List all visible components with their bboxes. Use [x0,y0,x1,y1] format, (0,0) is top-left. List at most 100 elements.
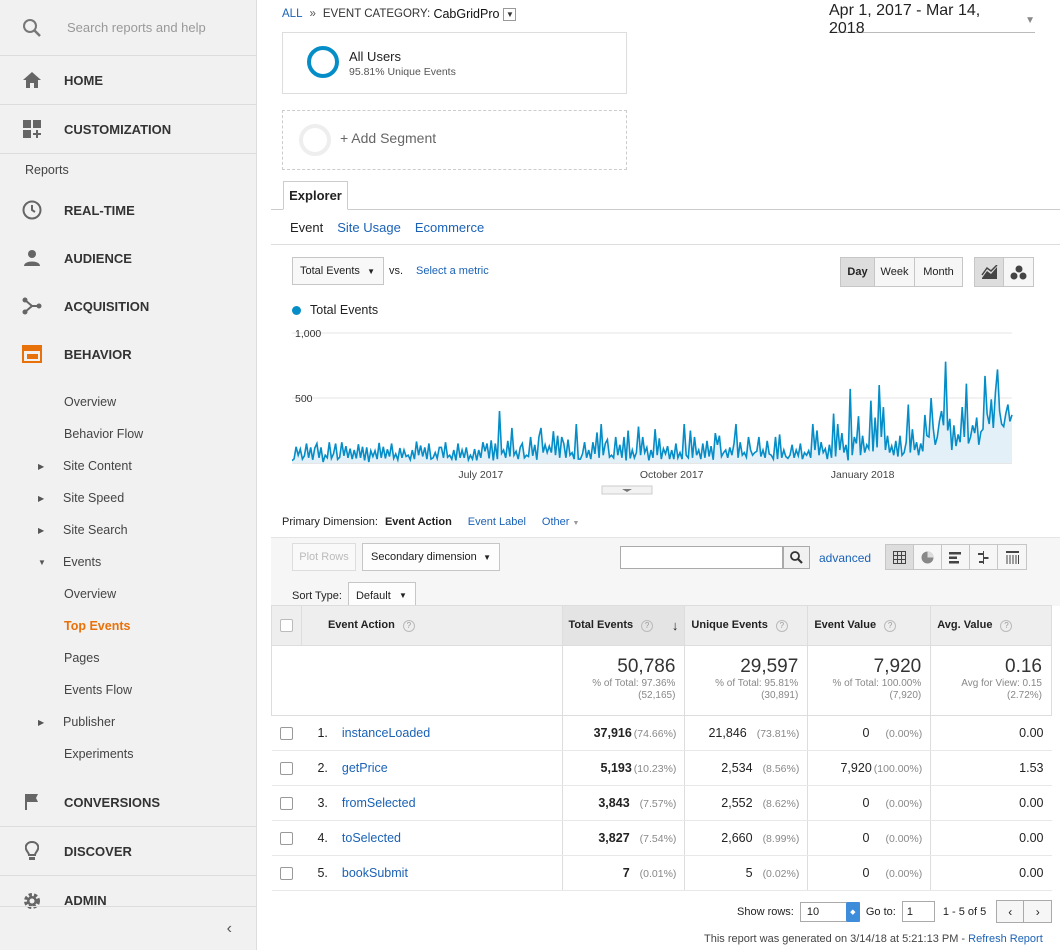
select-all-checkbox[interactable] [280,619,293,632]
event-action-link[interactable]: bookSubmit [341,866,408,880]
dimension-event-label[interactable]: Event Label [467,516,526,528]
header-event-value[interactable]: Event Value? [807,605,932,646]
refresh-report-link[interactable]: Refresh Report [968,933,1043,945]
subtab-ecommerce[interactable]: Ecommerce [414,219,485,235]
nav-discover[interactable]: DISCOVER [0,827,256,876]
add-segment-button[interactable]: + Add Segment [282,110,627,170]
nav-behavior[interactable]: BEHAVIOR [0,330,256,378]
nav-conversions[interactable]: CONVERSIONS [0,778,256,827]
event-action-link[interactable]: toSelected [341,831,401,845]
row-checkbox[interactable] [279,866,293,880]
sidebar-item-label: Events Flow [64,683,133,697]
breadcrumb-dropdown-icon[interactable]: ▼ [503,7,517,21]
person-icon [24,250,40,266]
series-line-total-events [291,361,1013,463]
y-tick-label: 500 [295,393,313,405]
sidebar-item-publisher[interactable]: ▶ Publisher [0,706,256,738]
help-icon[interactable]: ? [641,620,654,632]
sidebar-item-site-search[interactable]: ▶ Site Search [0,514,256,546]
nav-acquisition[interactable]: ACQUISITION [0,282,256,330]
line-chart-button[interactable] [975,258,1004,286]
nav-admin[interactable]: ADMIN [0,876,256,925]
event-action-link[interactable]: getPrice [341,761,388,775]
header-unique-events[interactable]: Unique Events? [684,605,809,646]
x-tick-label: January 2018 [831,469,895,481]
date-range-picker[interactable]: Apr 1, 2017 - Mar 14, 2018 ▼ [829,2,1035,37]
dimension-other[interactable]: Other ▼ [542,516,580,528]
header-total-events[interactable]: Total Events? ↓ [561,605,686,646]
motion-chart-button[interactable] [1004,258,1033,286]
total-sub: % of Total: 95.81% [715,678,799,689]
sidebar-item-experiments[interactable]: Experiments [0,738,256,770]
nav-realtime[interactable]: REAL-TIME [0,186,256,234]
search-bar[interactable]: Search reports and help [0,0,256,56]
pie-view-button[interactable] [914,545,942,569]
metric-select[interactable]: Total Events ▼ [292,257,384,285]
sidebar-item-label: Events [63,555,102,569]
select-metric-link[interactable]: Select a metric [416,265,489,277]
show-rows-select[interactable]: 10 ◆ [799,901,860,922]
select-all-header[interactable] [271,605,302,646]
collapse-sidebar-button[interactable]: ‹ [0,906,256,950]
event-value-pct: (0.00%) [885,728,923,740]
sidebar-item-behavior-overview[interactable]: Overview [0,386,256,418]
header-event-action[interactable]: Event Action? [300,605,563,646]
unique-events-pct: (8.99%) [762,833,800,845]
sidebar-item-events[interactable]: ▼ Events [0,546,256,578]
sidebar-item-events-overview[interactable]: Overview [0,578,256,610]
nav-admin-label: ADMIN [64,893,107,908]
row-checkbox[interactable] [279,831,293,845]
week-button[interactable]: Week [875,258,915,286]
day-button[interactable]: Day [841,258,875,286]
sidebar-item-top-events[interactable]: Top Events [0,610,256,642]
row-checkbox[interactable] [279,726,293,740]
plot-rows-button[interactable]: Plot Rows [292,543,356,571]
header-avg-value[interactable]: Avg. Value? [930,605,1052,646]
avg-value-cell: 1.53 [930,750,1052,786]
advanced-link[interactable]: advanced [819,551,872,565]
secondary-dimension-select[interactable]: Secondary dimension ▼ [362,543,500,571]
expand-arrow-icon: ▶ [38,717,45,727]
subtab-site-usage[interactable]: Site Usage [337,219,401,235]
row-checkbox[interactable] [279,761,293,775]
performance-view-button[interactable] [942,545,970,569]
subtab-event[interactable]: Event [290,219,324,235]
nav-home[interactable]: HOME [0,56,256,105]
event-action-link[interactable]: instanceLoaded [341,726,431,740]
prev-page-button[interactable]: ‹ [997,901,1025,922]
nav-customization-label: CUSTOMIZATION [64,121,172,137]
avg-value-cell: 0.00 [930,785,1052,821]
row-index: 3. [317,796,328,810]
sidebar-item-events-flow[interactable]: Events Flow [0,674,256,706]
nav-customization[interactable]: CUSTOMIZATION [0,105,256,154]
sidebar-item-behavior-flow[interactable]: Behavior Flow [0,418,256,450]
total-sub: (7,920) [889,690,922,701]
event-action-link[interactable]: fromSelected [341,796,416,810]
next-page-button[interactable]: › [1024,901,1052,922]
nav-audience[interactable]: AUDIENCE [0,234,256,282]
help-icon[interactable]: ? [884,620,897,632]
pivot-view-button[interactable] [998,545,1026,569]
comparison-view-button[interactable] [970,545,998,569]
dimension-event-action[interactable]: Event Action [384,516,452,528]
spinner-icon: ◆ [845,901,860,922]
breadcrumb-all[interactable]: ALL [282,8,303,20]
sidebar-item-site-content[interactable]: ▶ Site Content [0,450,256,482]
segment-all-users[interactable]: All Users 95.81% Unique Events [282,32,627,94]
table-search-button[interactable] [783,546,810,569]
help-icon[interactable]: ? [1000,620,1013,632]
sidebar-item-pages[interactable]: Pages [0,642,256,674]
granularity-group: Day Week Month [840,257,963,287]
month-button[interactable]: Month [915,258,962,286]
pagination-bar: Show rows: 10 ◆ Go to: 1 1 - 5 of 5 ‹ › [737,900,1053,923]
row-checkbox[interactable] [279,796,293,810]
data-table-view-button[interactable] [886,545,914,569]
goto-input[interactable]: 1 [901,901,935,922]
help-icon[interactable]: ? [402,620,415,632]
table-search-input[interactable] [620,546,783,569]
home-icon [23,72,41,88]
tab-explorer[interactable]: Explorer [283,181,348,210]
chevron-left-icon: ‹ [226,919,232,937]
sidebar-item-site-speed[interactable]: ▶ Site Speed [0,482,256,514]
help-icon[interactable]: ? [775,620,788,632]
